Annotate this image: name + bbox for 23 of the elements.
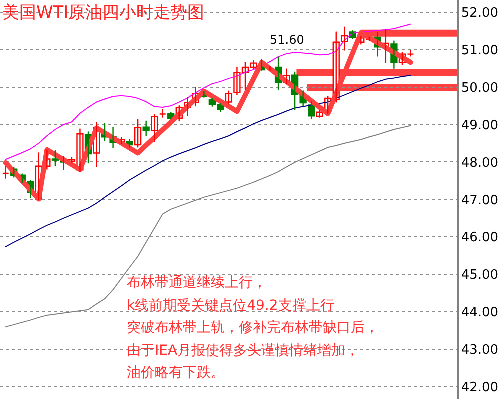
y-tick-label: 45.00 <box>461 268 499 284</box>
y-tick-label: 51.00 <box>461 43 499 58</box>
annotation: 由于IEA月报使得多头谨慎情绪增加， <box>127 343 360 359</box>
candlestick <box>159 109 166 118</box>
y-tick-label: 44.00 <box>461 306 499 321</box>
y-tick-label: 47.00 <box>461 193 499 208</box>
annotation: 突破布林带上轨，修补完布林带缺口后， <box>127 320 379 336</box>
candlestick <box>407 50 414 57</box>
line-series <box>5 24 412 160</box>
annotation: 51.60 <box>270 33 304 47</box>
annotation: 布林带通道继续上行， <box>127 275 267 291</box>
annotation: k线前期受关键点位49.2支撑上行 <box>127 298 334 314</box>
y-tick-label: 42.00 <box>461 380 499 396</box>
candlestick <box>2 166 10 179</box>
y-tick-label: 43.00 <box>461 343 499 358</box>
y-tick-label: 52.00 <box>461 6 499 21</box>
y-tick-label: 49.00 <box>461 118 499 134</box>
y-tick-label: 48.00 <box>461 156 499 171</box>
line-series <box>5 75 412 248</box>
y-tick-label: 46.00 <box>461 230 499 246</box>
chart-title: 美国WTI原油四小时走势图 <box>2 2 205 23</box>
annotation: 油价略有下跌。 <box>127 365 225 381</box>
y-tick-label: 50.00 <box>461 80 499 96</box>
